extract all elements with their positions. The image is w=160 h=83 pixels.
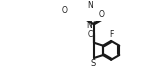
Text: N: N [87, 21, 92, 30]
Text: S: S [91, 59, 96, 68]
Text: Cl: Cl [88, 30, 95, 39]
Text: O: O [61, 6, 67, 15]
Text: N: N [87, 1, 93, 10]
Text: O: O [98, 10, 104, 20]
Text: F: F [109, 30, 114, 39]
Text: H: H [90, 21, 95, 27]
